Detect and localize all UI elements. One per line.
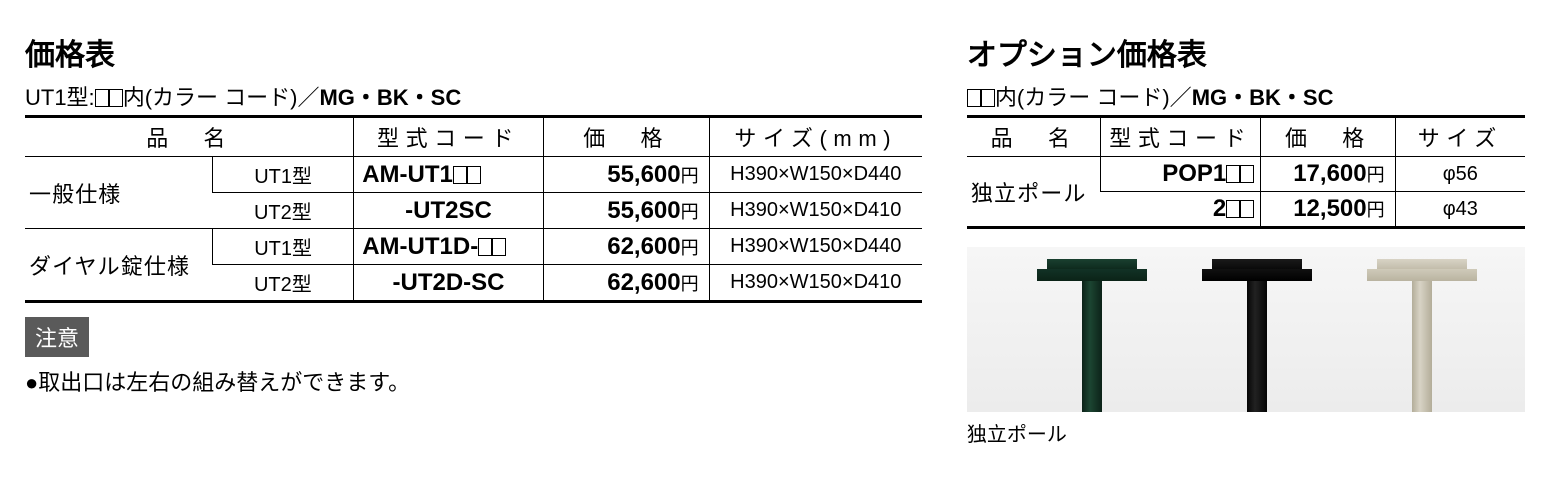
pole-green (1027, 247, 1157, 412)
col-size: サイズ(mm) (709, 118, 922, 157)
table-row: 独立ポール POP1 17,600円 φ56 (967, 157, 1525, 192)
pole-caption: 独立ポール (967, 418, 1525, 447)
notice-tag: 注意 (25, 317, 89, 357)
placeholder-box (967, 89, 981, 107)
table-header-row: 品 名 型式コード 価 格 サイズ (967, 118, 1525, 157)
left-subhead: UT1型:内(カラー コード)／MG・BK・SC (25, 80, 922, 118)
placeholder-box (109, 89, 123, 107)
pole-product-image (967, 247, 1525, 412)
col-model: 型式コード (354, 118, 544, 157)
col-price: 価 格 (1261, 118, 1395, 157)
table-header-row: 品 名 型式コード 価 格 サイズ(mm) (25, 118, 922, 157)
right-subhead: 内(カラー コード)／MG・BK・SC (967, 80, 1525, 118)
col-size: サイズ (1395, 118, 1525, 157)
placeholder-box (981, 89, 995, 107)
left-title: 価格表 (25, 30, 922, 74)
pole-silver (1357, 247, 1487, 412)
table-row: 一般仕様 UT1型 AM-UT1 55,600円 H390×W150×D440 (25, 157, 922, 193)
option-price-section: オプション価格表 内(カラー コード)／MG・BK・SC 品 名 型式コード 価… (967, 30, 1525, 447)
pole-black (1192, 247, 1322, 412)
col-name: 品 名 (967, 118, 1101, 157)
left-table: 品 名 型式コード 価 格 サイズ(mm) 一般仕様 UT1型 AM-UT1 5… (25, 118, 922, 303)
price-table-section: 価格表 UT1型:内(カラー コード)／MG・BK・SC 品 名 型式コード 価… (25, 30, 922, 447)
col-price: 価 格 (543, 118, 709, 157)
table-row: ダイヤル錠仕様 UT1型 AM-UT1D- 62,600円 H390×W150×… (25, 229, 922, 265)
right-title: オプション価格表 (967, 30, 1525, 74)
placeholder-box (95, 89, 109, 107)
notice-text: ●取出口は左右の組み替えができます。 (25, 365, 922, 397)
right-table: 品 名 型式コード 価 格 サイズ 独立ポール POP1 17,600円 φ56… (967, 118, 1525, 229)
col-model: 型式コード (1101, 118, 1261, 157)
col-name: 品 名 (25, 118, 354, 157)
